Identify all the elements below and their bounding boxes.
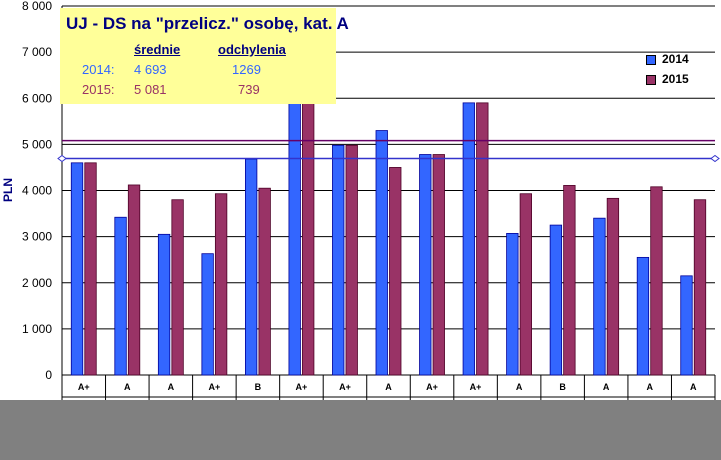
bar-2014 [114, 216, 127, 376]
bar-2015 [302, 90, 315, 376]
bar-2015 [519, 193, 532, 376]
bar-2014 [593, 217, 606, 376]
bar-2014 [375, 130, 388, 376]
row-2015-deviation: 739 [238, 82, 260, 97]
legend-item-2015: 2015 [646, 72, 689, 86]
bar-2015 [693, 199, 707, 376]
bar-2014 [332, 144, 345, 376]
category-rating-label: A [603, 382, 610, 392]
bottom-gray-band [0, 400, 721, 460]
chart-title: UJ - DS na "przelicz." osobę, kat. A [66, 14, 349, 33]
y-tick-label: 8 000 [22, 0, 52, 13]
y-tick-label: 1 000 [22, 322, 52, 336]
bar-2015 [84, 162, 97, 376]
category-rating-label: A [168, 382, 175, 392]
row-2014-deviation: 1269 [232, 62, 261, 77]
legend-swatch-2015 [646, 74, 656, 85]
category-rating-label: A+ [296, 382, 308, 392]
category-rating-label: B [255, 382, 262, 392]
category-rating-label: A+ [470, 382, 482, 392]
bar-2015 [171, 199, 184, 376]
legend-swatch-2014 [646, 54, 656, 65]
legend: 2014 2015 [640, 50, 700, 92]
y-tick-label: 3 000 [22, 230, 52, 244]
bar-2015 [476, 102, 489, 376]
category-rating-label: B [559, 382, 566, 392]
category-rating-label: A+ [78, 382, 90, 392]
row-2014-mean: 4 693 [134, 62, 167, 77]
bar-2014 [244, 158, 258, 376]
info-box: UJ - DS na "przelicz." osobę, kat. A śre… [60, 8, 349, 104]
bar-2015 [258, 187, 271, 376]
bar-2015 [650, 186, 663, 376]
deviation-header: odchylenia [218, 42, 286, 57]
bar-2014 [419, 154, 432, 376]
mean-line-marker [710, 154, 720, 163]
y-tick-label: 5 000 [22, 137, 52, 151]
y-tick-label: 0 [45, 368, 52, 382]
category-rating-label: A [516, 382, 523, 392]
category-rating-label: A [646, 382, 653, 392]
bar-2014 [201, 253, 214, 376]
bar-2014 [70, 162, 84, 376]
legend-label-2015: 2015 [662, 72, 689, 86]
bar-2014 [549, 224, 563, 376]
row-2014-label: 2014: [82, 62, 115, 77]
y-tick-label: 6 000 [22, 91, 52, 105]
category-rating-label: A+ [208, 382, 220, 392]
bar-2014 [680, 275, 693, 376]
y-axis-label: PLN [1, 178, 15, 202]
y-tick-label: 4 000 [22, 184, 52, 198]
bar-2014 [157, 233, 171, 376]
mean-line-marker [57, 154, 67, 163]
bar-2014 [462, 102, 475, 376]
bar-2015 [389, 167, 402, 376]
legend-label-2014: 2014 [662, 52, 689, 66]
category-rating-label: A [385, 382, 392, 392]
y-tick-label: 2 000 [22, 276, 52, 290]
bar-2015 [127, 184, 141, 376]
bar-2015 [345, 144, 358, 376]
bar-2014 [506, 232, 519, 376]
row-2015-label: 2015: [82, 82, 115, 97]
bar-2015 [606, 197, 620, 376]
row-2015-mean: 5 081 [134, 82, 167, 97]
bar-2015 [214, 193, 228, 376]
mean-header: średnie [134, 42, 181, 57]
bar-2015 [432, 154, 445, 376]
category-rating-label: A+ [339, 382, 351, 392]
bar-2015 [563, 185, 576, 376]
bar-2014 [636, 256, 650, 376]
category-rating-label: A [690, 382, 697, 392]
category-rating-label: A+ [426, 382, 438, 392]
bar-2014 [288, 90, 301, 376]
category-rating-label: A [124, 382, 131, 392]
legend-item-2014: 2014 [646, 52, 689, 66]
y-tick-label: 7 000 [22, 45, 52, 59]
